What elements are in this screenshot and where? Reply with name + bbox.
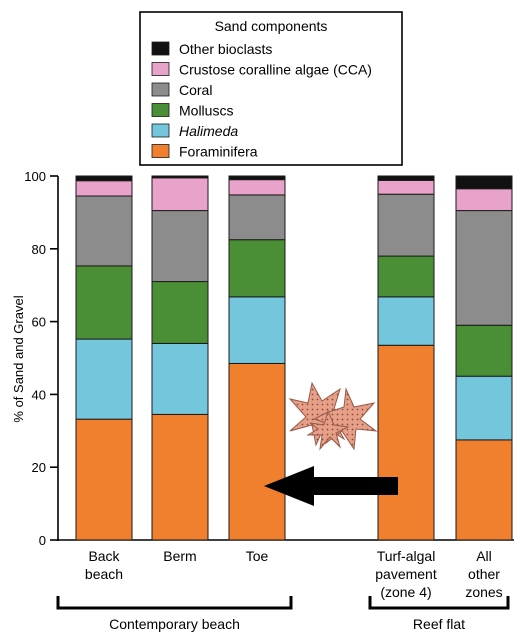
- x-tick-label: Back beach: [85, 548, 123, 582]
- x-tick-label: All other zones: [465, 548, 502, 600]
- y-axis-label: % of Sand and Gravel: [11, 295, 26, 422]
- legend-swatch: [151, 103, 170, 117]
- bar-segment-coral: [228, 194, 286, 241]
- x-tick-label: Berm: [163, 548, 196, 564]
- group-bracket: [56, 596, 293, 610]
- group-label: Contemporary beach: [109, 616, 240, 632]
- legend-swatch: [151, 41, 170, 56]
- legend-swatch: [151, 62, 170, 76]
- bar-segment-coral: [75, 195, 133, 267]
- bar-segment-molluscs: [75, 265, 133, 340]
- group-label: Reef flat: [413, 616, 465, 632]
- bar-segment-halimeda: [377, 296, 435, 346]
- bar-segment-crustose-coralline-algae-cca-: [151, 177, 209, 212]
- bar-segment-molluscs: [228, 239, 286, 298]
- legend: Sand components Other bioclasts Crustose …: [139, 11, 403, 166]
- bar-segment-crustose-coralline-algae-cca-: [228, 179, 286, 196]
- bar-segment-foraminifera: [75, 418, 133, 541]
- bars: [75, 175, 513, 541]
- bar-segment-halimeda: [228, 296, 286, 364]
- bar-segment-other-bioclasts: [377, 175, 435, 181]
- y-tick-label: 0: [39, 533, 46, 548]
- bar-segment-molluscs: [151, 281, 209, 344]
- x-tick-label: Turf-algal pavement (zone 4): [375, 548, 437, 600]
- x-tick-label: Toe: [246, 548, 269, 564]
- legend-items: Other bioclasts Crustose coralline algae …: [151, 41, 372, 160]
- bar-segment-halimeda: [151, 342, 209, 415]
- bar-segment-other-bioclasts: [228, 175, 286, 181]
- legend-entry: Foraminifera: [179, 144, 258, 160]
- legend-swatch: [151, 82, 170, 97]
- bar-segment-foraminifera: [377, 344, 435, 541]
- bar-segment-foraminifera: [151, 413, 209, 541]
- bar-segment-molluscs: [455, 324, 513, 377]
- y-tick-label: 20: [32, 460, 46, 475]
- bar-segment-molluscs: [377, 255, 435, 298]
- x-tick-labels: Back beach Berm Toe Turf-algal pavement (zone …: [85, 548, 503, 600]
- y-tick-label: 40: [32, 387, 46, 402]
- foraminifera-icon: [288, 381, 378, 451]
- legend-swatch: [151, 144, 170, 158]
- y-tick-label: 60: [32, 315, 46, 330]
- y-tick-label: 100: [24, 169, 46, 184]
- left-arrow: [264, 466, 398, 506]
- legend-entry: Halimeda: [179, 123, 238, 139]
- bar-segment-crustose-coralline-algae-cca-: [377, 179, 435, 195]
- y-tick-label: 80: [32, 242, 46, 257]
- group-bracket: [368, 596, 510, 610]
- bar-segment-foraminifera: [228, 362, 286, 541]
- bar-segment-crustose-coralline-algae-cca-: [455, 188, 513, 212]
- legend-frame: [139, 11, 403, 166]
- legend-entry: Molluscs: [179, 103, 233, 119]
- legend-title: Sand components: [215, 18, 328, 34]
- bar-segment-coral: [455, 210, 513, 326]
- legend-entry: Crustose coralline algae (CCA): [179, 62, 372, 78]
- legend-entry: Other bioclasts: [179, 41, 272, 57]
- bar-segment-other-bioclasts: [455, 175, 513, 190]
- bar-segment-other-bioclasts: [151, 175, 209, 179]
- bar-segment-foraminifera: [455, 439, 513, 541]
- legend-swatch: [151, 123, 170, 138]
- bar-segment-halimeda: [75, 338, 133, 420]
- bar-segment-coral: [377, 193, 435, 257]
- legend-entry: Coral: [179, 82, 212, 98]
- y-axis: 0 20 40 60 80 100 % of Sand and Gravel: [11, 169, 514, 548]
- bar-segment-crustose-coralline-algae-cca-: [75, 180, 133, 197]
- y-ticks: 0 20 40 60 80 100: [24, 169, 58, 548]
- group-brackets: Contemporary beach Reef flat: [56, 596, 510, 632]
- bar-segment-other-bioclasts: [75, 175, 133, 182]
- bar-segment-halimeda: [455, 375, 513, 441]
- bar-segment-coral: [151, 210, 209, 283]
